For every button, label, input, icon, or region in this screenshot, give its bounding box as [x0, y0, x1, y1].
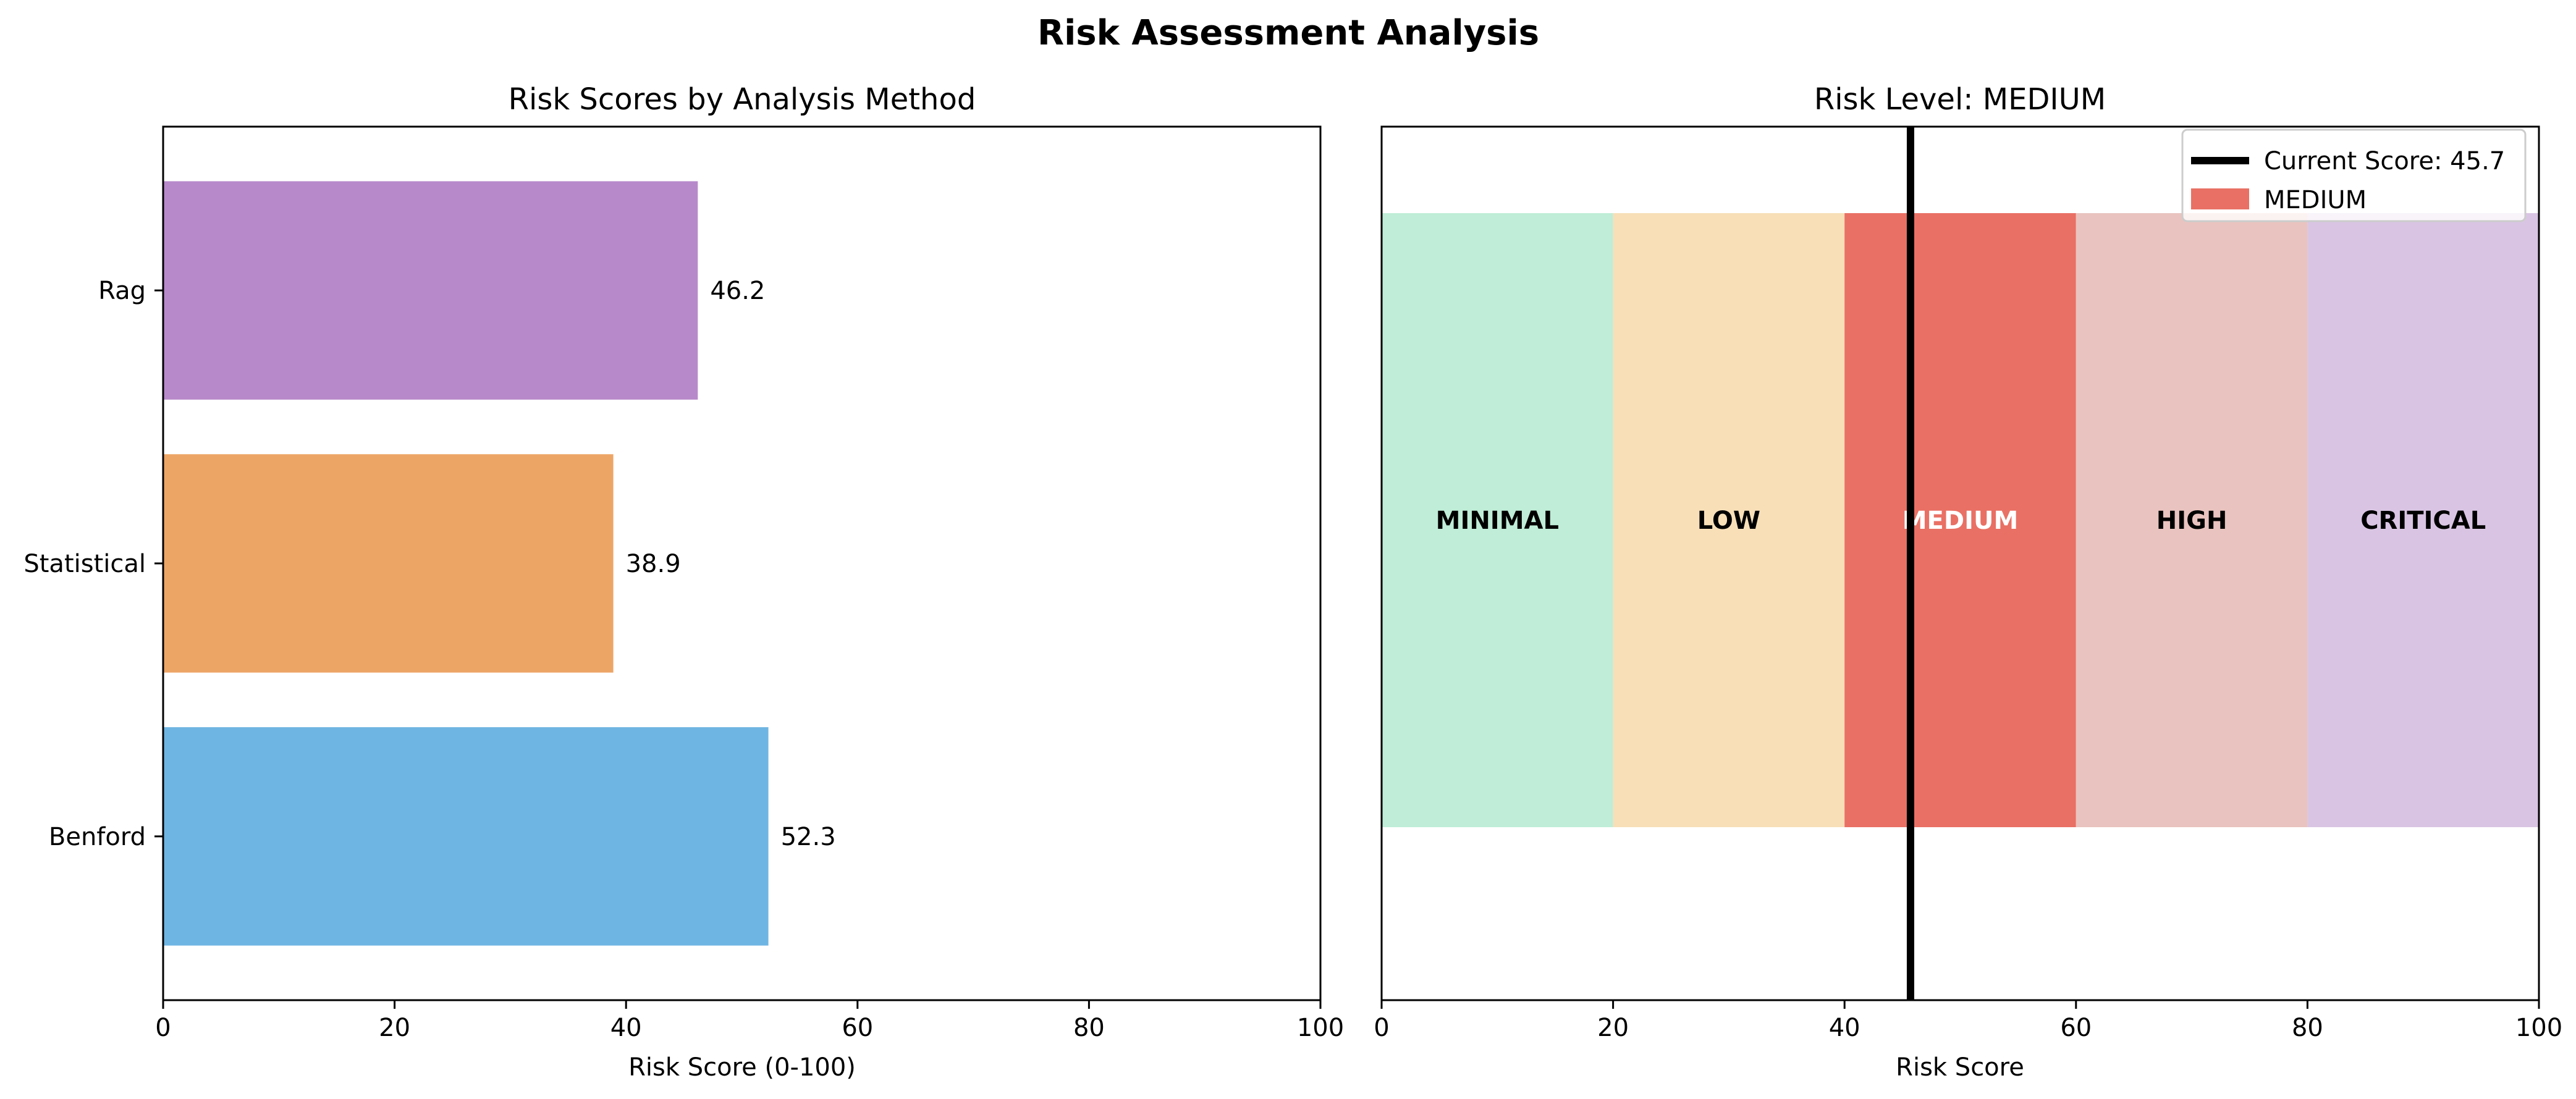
figure-title: Risk Assessment Analysis: [1037, 13, 1539, 53]
gauge-panel: Risk Level: MEDIUM MINIMAL LOW MEDIUM HIGH C…: [1374, 82, 2562, 1082]
bar-statistical: [163, 454, 614, 673]
x-tick-label: 80: [2292, 1014, 2323, 1042]
gauge-title: Risk Level: MEDIUM: [1814, 82, 2106, 117]
x-tick-label: 40: [1829, 1014, 1860, 1042]
band-minimal: [1382, 213, 1613, 827]
band-label-high: HIGH: [2156, 507, 2228, 535]
x-tick-label: 40: [610, 1014, 642, 1042]
legend-current-score-label: Current Score: 45.7: [2264, 147, 2505, 175]
legend-patch-swatch: [2191, 188, 2249, 209]
y-tick-label-statistical: Statistical: [23, 550, 146, 578]
x-tick-label: 0: [1374, 1014, 1389, 1042]
bar-rag: [163, 181, 698, 400]
x-tick-label: 60: [842, 1014, 873, 1042]
x-tick-label: 20: [1597, 1014, 1629, 1042]
bar-chart-title: Risk Scores by Analysis Method: [509, 82, 976, 117]
band-medium: [1844, 213, 2076, 827]
band-high: [2076, 213, 2308, 827]
gauge-x-axis-label: Risk Score: [1896, 1053, 2024, 1082]
bar-chart-panel: Risk Scores by Analysis Method 52.3 38.9 4…: [23, 82, 1344, 1082]
x-tick-label: 0: [155, 1014, 171, 1042]
bar-value-label-statistical: 38.9: [626, 550, 681, 578]
band-label-critical: CRITICAL: [2360, 507, 2486, 535]
bar-chart-frame: [162, 125, 1322, 1001]
gauge-legend: Current Score: 45.7 MEDIUM: [2181, 128, 2527, 222]
x-tick-label: 60: [2060, 1014, 2092, 1042]
bar-value-label-rag: 46.2: [710, 277, 765, 305]
legend-frame: [2181, 128, 2527, 222]
band-label-minimal: MINIMAL: [1436, 507, 1559, 535]
x-tick-label: 80: [1073, 1014, 1105, 1042]
band-label-low: LOW: [1697, 507, 1760, 535]
x-tick-label: 20: [379, 1014, 410, 1042]
x-tick-label: 100: [1297, 1014, 1344, 1042]
band-label-medium: MEDIUM: [1902, 507, 2019, 535]
gauge-frame: [1380, 125, 2540, 1001]
bar-chart-x-axis-label: Risk Score (0-100): [628, 1053, 856, 1082]
y-tick-label-benford: Benford: [49, 823, 146, 851]
legend-medium-label: MEDIUM: [2264, 186, 2367, 214]
bar-benford: [163, 727, 769, 946]
bar-value-label-benford: 52.3: [781, 823, 836, 851]
x-tick-label: 100: [2515, 1014, 2562, 1042]
band-critical: [2307, 213, 2539, 827]
band-low: [1613, 213, 1845, 827]
y-tick-label-rag: Rag: [98, 277, 146, 305]
